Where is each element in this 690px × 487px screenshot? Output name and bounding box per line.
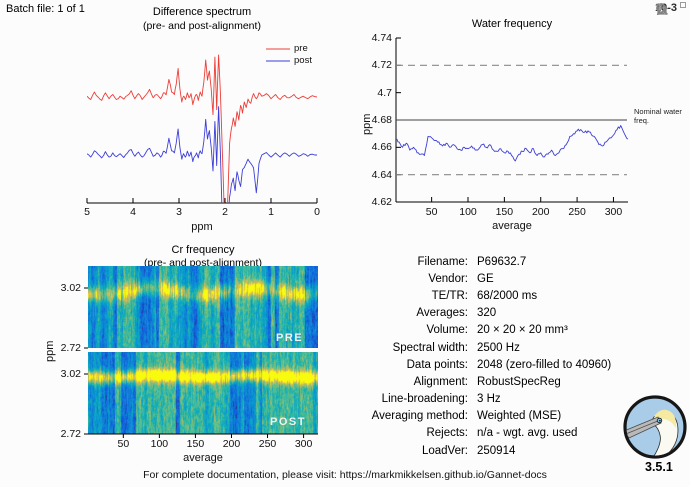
tick-label: 200 <box>531 206 550 218</box>
info-label: Alignment: <box>413 375 468 388</box>
tick-label: 4.72 <box>371 59 392 72</box>
tick-label: 50 <box>117 438 130 450</box>
info-value: Weighted (MSE) <box>477 410 562 423</box>
tick-label: 3.02 <box>60 368 81 380</box>
panel-label-post: POST <box>270 416 306 428</box>
tick-label: 250 <box>258 438 277 450</box>
nominal-water-freq-annotation: Nominal water freq. <box>634 107 682 125</box>
tick-label: 100 <box>459 206 477 218</box>
x-axis-label: average <box>183 452 223 464</box>
info-value: n/a - wgt. avg. used <box>477 427 578 440</box>
heatmap-post <box>88 352 318 434</box>
info-label: Averaging method: <box>371 410 468 423</box>
info-row: Alignment: RobustSpecReg <box>352 373 662 390</box>
tick-label: 2 <box>222 206 228 218</box>
tick-label: 0 <box>314 206 320 218</box>
heatmap-pre <box>88 266 318 348</box>
tick-label: 3 <box>176 206 182 218</box>
x-axis-label: average <box>492 220 532 232</box>
version-label: 3.5.1 <box>645 460 673 474</box>
chart-subtitle: (pre- and post-alignment) <box>143 20 261 32</box>
tick-label: 4 <box>130 206 136 218</box>
info-value: 2048 (zero-filled to 40960) <box>477 358 612 371</box>
tick-label: 2.72 <box>60 342 81 354</box>
tick-label: 150 <box>186 438 205 450</box>
tick-label: 100 <box>150 438 169 450</box>
info-row: LoadVer: 250914 <box>352 442 662 459</box>
info-row: Averages: 320 <box>352 305 662 322</box>
exponent-superscript-box <box>680 2 686 8</box>
tick-label: 5 <box>84 206 90 218</box>
tick-label: 300 <box>294 438 313 450</box>
info-row: Rejects: n/a - wgt. avg. used <box>352 425 662 442</box>
tick-label: 4.62 <box>371 196 392 208</box>
tick-label: 4.7 <box>377 86 392 99</box>
difference-spectrum-chart: Difference spectrum (pre- and post-align… <box>0 0 345 240</box>
tick-label: 4.74 <box>371 32 392 44</box>
info-value: 2500 Hz <box>477 341 520 354</box>
tick-label: 4.68 <box>371 114 392 126</box>
info-value: 68/2000 ms <box>477 289 538 302</box>
info-value: RobustSpecReg <box>477 375 561 388</box>
tick-label: 3.02 <box>60 282 81 294</box>
info-label: Filename: <box>417 255 469 268</box>
scan-info-table: Filename: P69632.7 Vendor: GE TE/TR: 68/2000 … <box>352 253 662 459</box>
water-frequency-plot <box>395 37 629 203</box>
legend-label-post: post <box>294 55 312 66</box>
info-label: Rejects: <box>426 427 468 440</box>
chart-title: Cr frequency <box>171 244 235 256</box>
tick-label: 300 <box>604 206 623 218</box>
info-value: 320 <box>477 307 497 320</box>
panel-label-pre: PRE <box>276 332 304 344</box>
tick-label: 250 <box>568 206 586 218</box>
info-label: LoadVer: <box>421 444 468 457</box>
info-label: Volume: <box>426 324 468 337</box>
info-value: 20 × 20 × 20 mm³ <box>477 324 568 337</box>
tick-label: 1 <box>268 206 274 218</box>
tick-label: 4.66 <box>371 141 392 154</box>
x-axis-label: ppm <box>191 221 213 233</box>
info-row: Data points: 2048 (zero-filled to 40960) <box>352 356 662 373</box>
chart-title: Water frequency <box>471 18 553 30</box>
info-label: Vendor: <box>428 272 468 285</box>
info-label: Line-broadening: <box>381 393 468 406</box>
cr-frequency-chart: Cr frequency (pre- and post-alignment) P… <box>0 240 345 487</box>
image-toolbar: 10-3 <box>655 2 687 16</box>
tick-label: 2.72 <box>60 428 81 440</box>
home-icon[interactable] <box>655 2 669 16</box>
cr-frequency-axes <box>84 287 318 438</box>
info-value: 3 Hz <box>477 393 501 406</box>
info-row: Vendor: GE <box>352 270 662 287</box>
gannet-logo <box>623 395 687 459</box>
info-row: TE/TR: 68/2000 ms <box>352 287 662 304</box>
info-row: Filename: P69632.7 <box>352 253 662 270</box>
info-row: Volume: 20 × 20 × 20 mm³ <box>352 322 662 339</box>
info-label: TE/TR: <box>431 289 468 302</box>
info-label: Averages: <box>416 307 468 320</box>
tick-label: 50 <box>425 206 438 218</box>
info-row: Spectral width: 2500 Hz <box>352 339 662 356</box>
info-value: GE <box>477 272 494 285</box>
info-row: Line-broadening: 3 Hz <box>352 391 662 408</box>
difference-spectrum-plot <box>86 48 318 204</box>
info-label: Data points: <box>406 358 468 371</box>
info-row: Averaging method: Weighted (MSE) <box>352 408 662 425</box>
water-frequency-chart: Water frequency ppm average 4.62 4.64 4.66… <box>345 0 690 240</box>
info-value: 250914 <box>477 444 516 457</box>
info-value: P69632.7 <box>477 255 527 268</box>
tick-label: 150 <box>495 206 514 218</box>
tick-label: 200 <box>222 438 241 450</box>
info-label: Spectral width: <box>392 341 468 354</box>
batch-file-label: Batch file: 1 of 1 <box>6 3 85 15</box>
tick-label: 4.64 <box>371 168 392 181</box>
documentation-link[interactable]: For complete documentation, please visit… <box>143 469 547 481</box>
legend-label-pre: pre <box>294 43 308 54</box>
chart-title: Difference spectrum <box>152 6 252 18</box>
